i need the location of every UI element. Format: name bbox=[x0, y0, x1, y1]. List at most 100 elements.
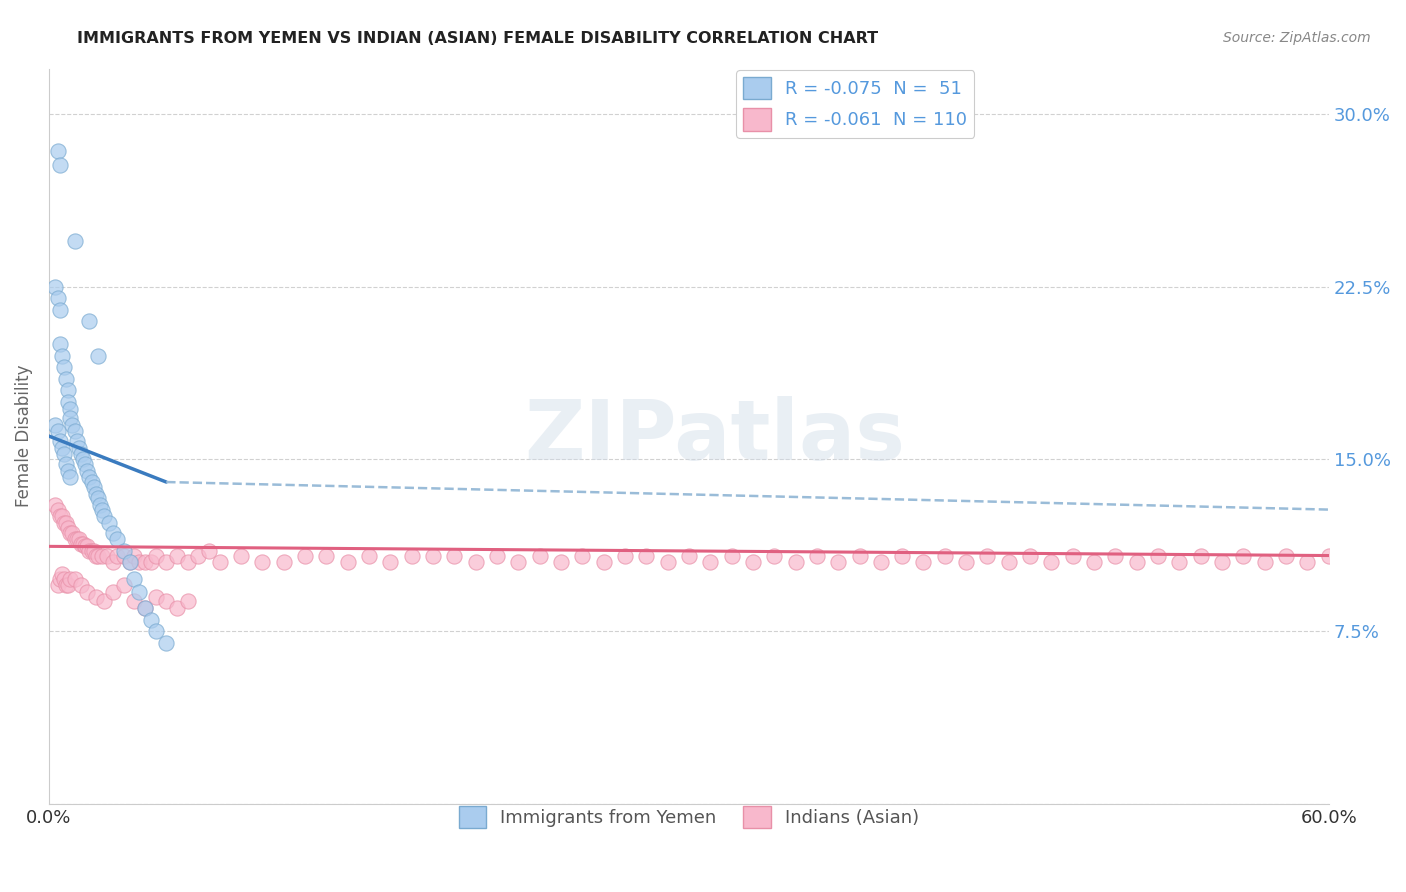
Point bbox=[63, 533, 86, 547]
Point bbox=[1019, 549, 1042, 563]
Point bbox=[48, 572, 70, 586]
Point bbox=[485, 549, 508, 563]
Point bbox=[699, 556, 721, 570]
Point bbox=[613, 549, 636, 563]
Point bbox=[592, 556, 614, 570]
Point bbox=[87, 491, 110, 505]
Point bbox=[72, 452, 94, 467]
Legend: Immigrants from Yemen, Indians (Asian): Immigrants from Yemen, Indians (Asian) bbox=[451, 798, 927, 835]
Point bbox=[51, 509, 73, 524]
Point bbox=[48, 302, 70, 317]
Point bbox=[336, 556, 359, 570]
Point bbox=[112, 544, 135, 558]
Point bbox=[46, 502, 69, 516]
Point bbox=[96, 549, 118, 563]
Point bbox=[273, 556, 295, 570]
Point bbox=[166, 549, 188, 563]
Point bbox=[62, 525, 84, 540]
Point bbox=[112, 578, 135, 592]
Point bbox=[51, 566, 73, 581]
Point bbox=[101, 585, 124, 599]
Point bbox=[124, 594, 146, 608]
Point bbox=[46, 425, 69, 439]
Point bbox=[56, 464, 79, 478]
Point bbox=[229, 549, 252, 563]
Point bbox=[315, 549, 337, 563]
Point bbox=[70, 447, 93, 461]
Point bbox=[550, 556, 572, 570]
Point bbox=[912, 556, 935, 570]
Point bbox=[63, 572, 86, 586]
Point bbox=[657, 556, 679, 570]
Point bbox=[1126, 556, 1149, 570]
Point bbox=[97, 516, 120, 531]
Point bbox=[134, 556, 156, 570]
Y-axis label: Female Disability: Female Disability bbox=[15, 365, 32, 508]
Point bbox=[1275, 549, 1298, 563]
Text: Source: ZipAtlas.com: Source: ZipAtlas.com bbox=[1223, 31, 1371, 45]
Point bbox=[720, 549, 742, 563]
Point bbox=[155, 556, 177, 570]
Point bbox=[134, 601, 156, 615]
Point bbox=[51, 349, 73, 363]
Point bbox=[998, 556, 1021, 570]
Point bbox=[46, 291, 69, 305]
Point bbox=[508, 556, 530, 570]
Point bbox=[187, 549, 209, 563]
Point bbox=[1254, 556, 1277, 570]
Point bbox=[56, 383, 79, 397]
Point bbox=[59, 401, 82, 416]
Point bbox=[869, 556, 891, 570]
Point bbox=[118, 556, 141, 570]
Point bbox=[79, 314, 101, 328]
Point bbox=[1083, 556, 1105, 570]
Point bbox=[101, 525, 124, 540]
Point bbox=[357, 549, 380, 563]
Point bbox=[105, 549, 128, 563]
Text: IMMIGRANTS FROM YEMEN VS INDIAN (ASIAN) FEMALE DISABILITY CORRELATION CHART: IMMIGRANTS FROM YEMEN VS INDIAN (ASIAN) … bbox=[77, 31, 879, 46]
Point bbox=[67, 533, 90, 547]
Point bbox=[56, 578, 79, 592]
Point bbox=[827, 556, 849, 570]
Point bbox=[124, 572, 146, 586]
Point bbox=[83, 544, 105, 558]
Point bbox=[83, 480, 105, 494]
Point bbox=[52, 516, 75, 531]
Point bbox=[91, 549, 114, 563]
Point bbox=[44, 498, 66, 512]
Point bbox=[128, 585, 150, 599]
Point bbox=[89, 498, 111, 512]
Point bbox=[155, 594, 177, 608]
Point bbox=[87, 549, 110, 563]
Point bbox=[66, 434, 89, 448]
Point bbox=[44, 417, 66, 432]
Point bbox=[63, 425, 86, 439]
Point bbox=[785, 556, 807, 570]
Point bbox=[806, 549, 828, 563]
Point bbox=[52, 360, 75, 375]
Point bbox=[1296, 556, 1319, 570]
Point bbox=[1189, 549, 1212, 563]
Point bbox=[1168, 556, 1191, 570]
Point bbox=[422, 549, 444, 563]
Point bbox=[75, 457, 97, 471]
Point bbox=[44, 279, 66, 293]
Point bbox=[294, 549, 316, 563]
Point bbox=[166, 601, 188, 615]
Text: ZIPatlas: ZIPatlas bbox=[524, 395, 905, 476]
Point bbox=[443, 549, 465, 563]
Point bbox=[46, 145, 69, 159]
Point bbox=[80, 544, 103, 558]
Point bbox=[80, 475, 103, 489]
Point bbox=[141, 613, 163, 627]
Point bbox=[636, 549, 658, 563]
Point bbox=[48, 434, 70, 448]
Point bbox=[52, 447, 75, 461]
Point bbox=[145, 624, 167, 639]
Point bbox=[176, 556, 198, 570]
Point bbox=[59, 470, 82, 484]
Point bbox=[934, 549, 956, 563]
Point bbox=[1147, 549, 1170, 563]
Point bbox=[118, 556, 141, 570]
Point bbox=[59, 525, 82, 540]
